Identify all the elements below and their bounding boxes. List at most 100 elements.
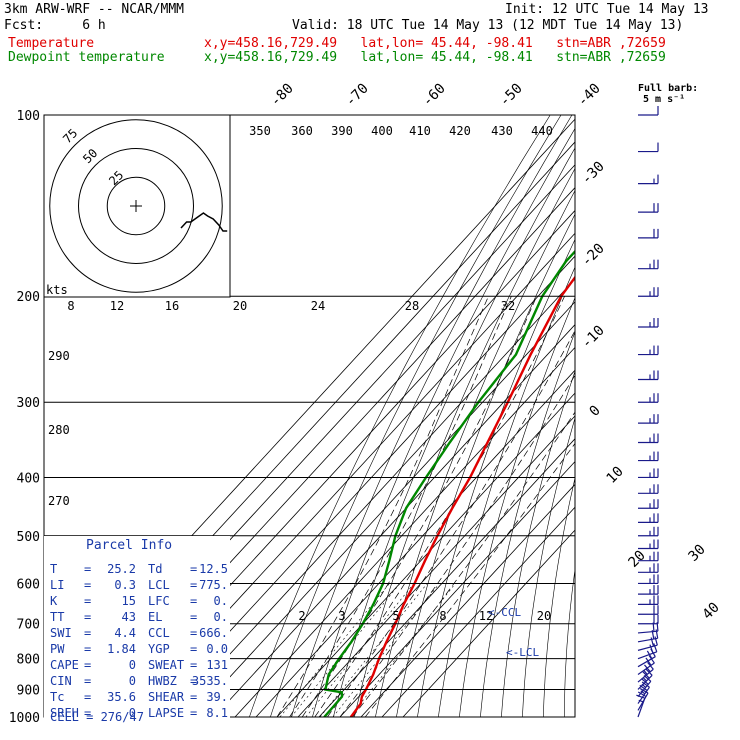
theta-label: 400 [371, 124, 393, 138]
moist-adiabat [327, 329, 575, 717]
dry-adiabat [291, 115, 573, 717]
parcel-value: 0 [128, 674, 136, 688]
pressure-tick-label: 200 [17, 290, 40, 305]
parcel-value: 3535. [191, 674, 228, 688]
equals-sign: = [190, 706, 198, 720]
wind-barb-staff [637, 680, 652, 698]
pressure-tick-label: 900 [17, 683, 40, 698]
wind-barb-flag [649, 644, 654, 654]
parcel-key: SREH [50, 706, 79, 720]
parcel-value: 15 [121, 594, 136, 608]
equals-sign: = [190, 562, 198, 576]
dry-adiabat [333, 147, 575, 717]
wind-barb-flag [645, 657, 652, 666]
parcel-value: 0.3 [114, 578, 136, 592]
dry-adiabat [249, 115, 551, 717]
wind-barb-flag [640, 690, 646, 695]
parcel-key: CAPE [50, 658, 79, 672]
parcel-info-panel: Parcel Info T = 25.2 Td = 12.5 LI = 0.3 LCL = 775. K… [44, 536, 230, 726]
parcel-value: 39. [206, 690, 228, 704]
parcel-key: LAPSE [148, 706, 185, 720]
mixing-ratio-label: 5 [392, 609, 399, 623]
parcel-key: CCL [148, 626, 170, 640]
parcel-key: LFC [148, 594, 170, 608]
parcel-value: 0 [128, 706, 136, 720]
parcel-key: SHEAR [148, 690, 185, 704]
parcel-key: YGP [148, 642, 170, 656]
pressure-tick-label: 300 [17, 396, 40, 411]
dry-adiabat [417, 238, 575, 717]
lcl-annotation: <-LCL [506, 646, 539, 659]
parcel-key: T [50, 562, 58, 576]
pressure-tick-label: 600 [17, 577, 40, 592]
parcel-key: K [50, 594, 58, 608]
wind-barb-staff [637, 644, 658, 651]
wind-barb-flag [636, 694, 646, 699]
equals-sign: = [190, 610, 198, 624]
wind-barb-flag [654, 636, 658, 646]
height-label: 290 [48, 349, 70, 363]
height-label: 270 [48, 494, 70, 508]
wind-barb-staff [637, 686, 650, 704]
dry-adiabat [438, 266, 575, 717]
parcel-value: 0.0 [206, 642, 228, 656]
hodograph-ring [49, 119, 223, 293]
equals-sign: = [190, 626, 198, 640]
parcel-value: 43 [121, 610, 136, 624]
dry-adiabat [480, 331, 575, 717]
equals-sign: = [190, 690, 198, 704]
mixing-ratio-line [332, 583, 440, 717]
hodograph-ring [78, 148, 194, 264]
mixing-ratio-label: 8 [439, 609, 446, 623]
wind-barb-flag [643, 670, 648, 675]
parcel-value: 0. [213, 594, 228, 608]
plot-frame [43, 114, 576, 718]
dry-adiabat [354, 167, 575, 717]
parcel-value: 25.2 [107, 562, 136, 576]
pressure-tick-label: 1000 [9, 711, 40, 726]
dry-adiabat [270, 115, 562, 717]
model-title: 3km ARW-WRF -- NCAR/MMM [4, 2, 185, 17]
wind-barb-flag [639, 688, 649, 694]
parcel-key: PW [50, 642, 65, 656]
parcel-value: 8.1 [206, 706, 228, 720]
equals-sign: = [190, 674, 198, 688]
dewpoint-location: x,y=458.16,729.49 lat,lon= 45.44, -98.41… [204, 50, 666, 65]
full-barb-label: Full barb: [638, 83, 699, 94]
wind-barb-flag [637, 691, 647, 698]
theta-label: 390 [331, 124, 353, 138]
wind-barb-staff [637, 674, 653, 690]
wind-barb-staff [637, 651, 657, 660]
parcel-key: SWEAT [148, 658, 185, 672]
equals-sign: = [190, 594, 198, 608]
parcel-value: 775. [199, 578, 228, 592]
theta-label: 350 [249, 124, 271, 138]
equals-sign: = [190, 578, 198, 592]
isotherm-line [360, 483, 575, 717]
parcel-key: LCL [148, 578, 170, 592]
equals-sign: = [84, 706, 92, 720]
hodograph-axis-label: 20 [233, 299, 247, 313]
parcel-value: 4.4 [114, 626, 136, 640]
wind-barb-staff [637, 692, 649, 711]
dry-adiabat [396, 213, 575, 717]
equals-sign: = [84, 610, 92, 624]
wind-barb-staff [637, 662, 655, 676]
equals-sign: = [190, 642, 198, 656]
mixing-ratio-label: 3 [338, 609, 345, 623]
ccl-annotation: <-CCL [488, 606, 521, 619]
theta-label: 440 [531, 124, 553, 138]
wind-barb-staff [637, 637, 658, 643]
parcel-value: 12.5 [199, 562, 228, 576]
wind-barb-flag [641, 681, 650, 688]
parcel-value: 0. [213, 610, 228, 624]
isotherm-line [318, 438, 575, 717]
isotherm-line [171, 278, 575, 717]
mixing-ratio-label: 20 [537, 609, 551, 623]
isotherm-line [255, 369, 575, 717]
wind-barb-staff [637, 656, 656, 668]
temperature-location: x,y=458.16,729.49 lat,lon= 45.44, -98.41… [204, 36, 666, 51]
height-label: 280 [48, 423, 70, 437]
dry-adiabat [522, 417, 575, 717]
equals-sign: = [84, 562, 92, 576]
